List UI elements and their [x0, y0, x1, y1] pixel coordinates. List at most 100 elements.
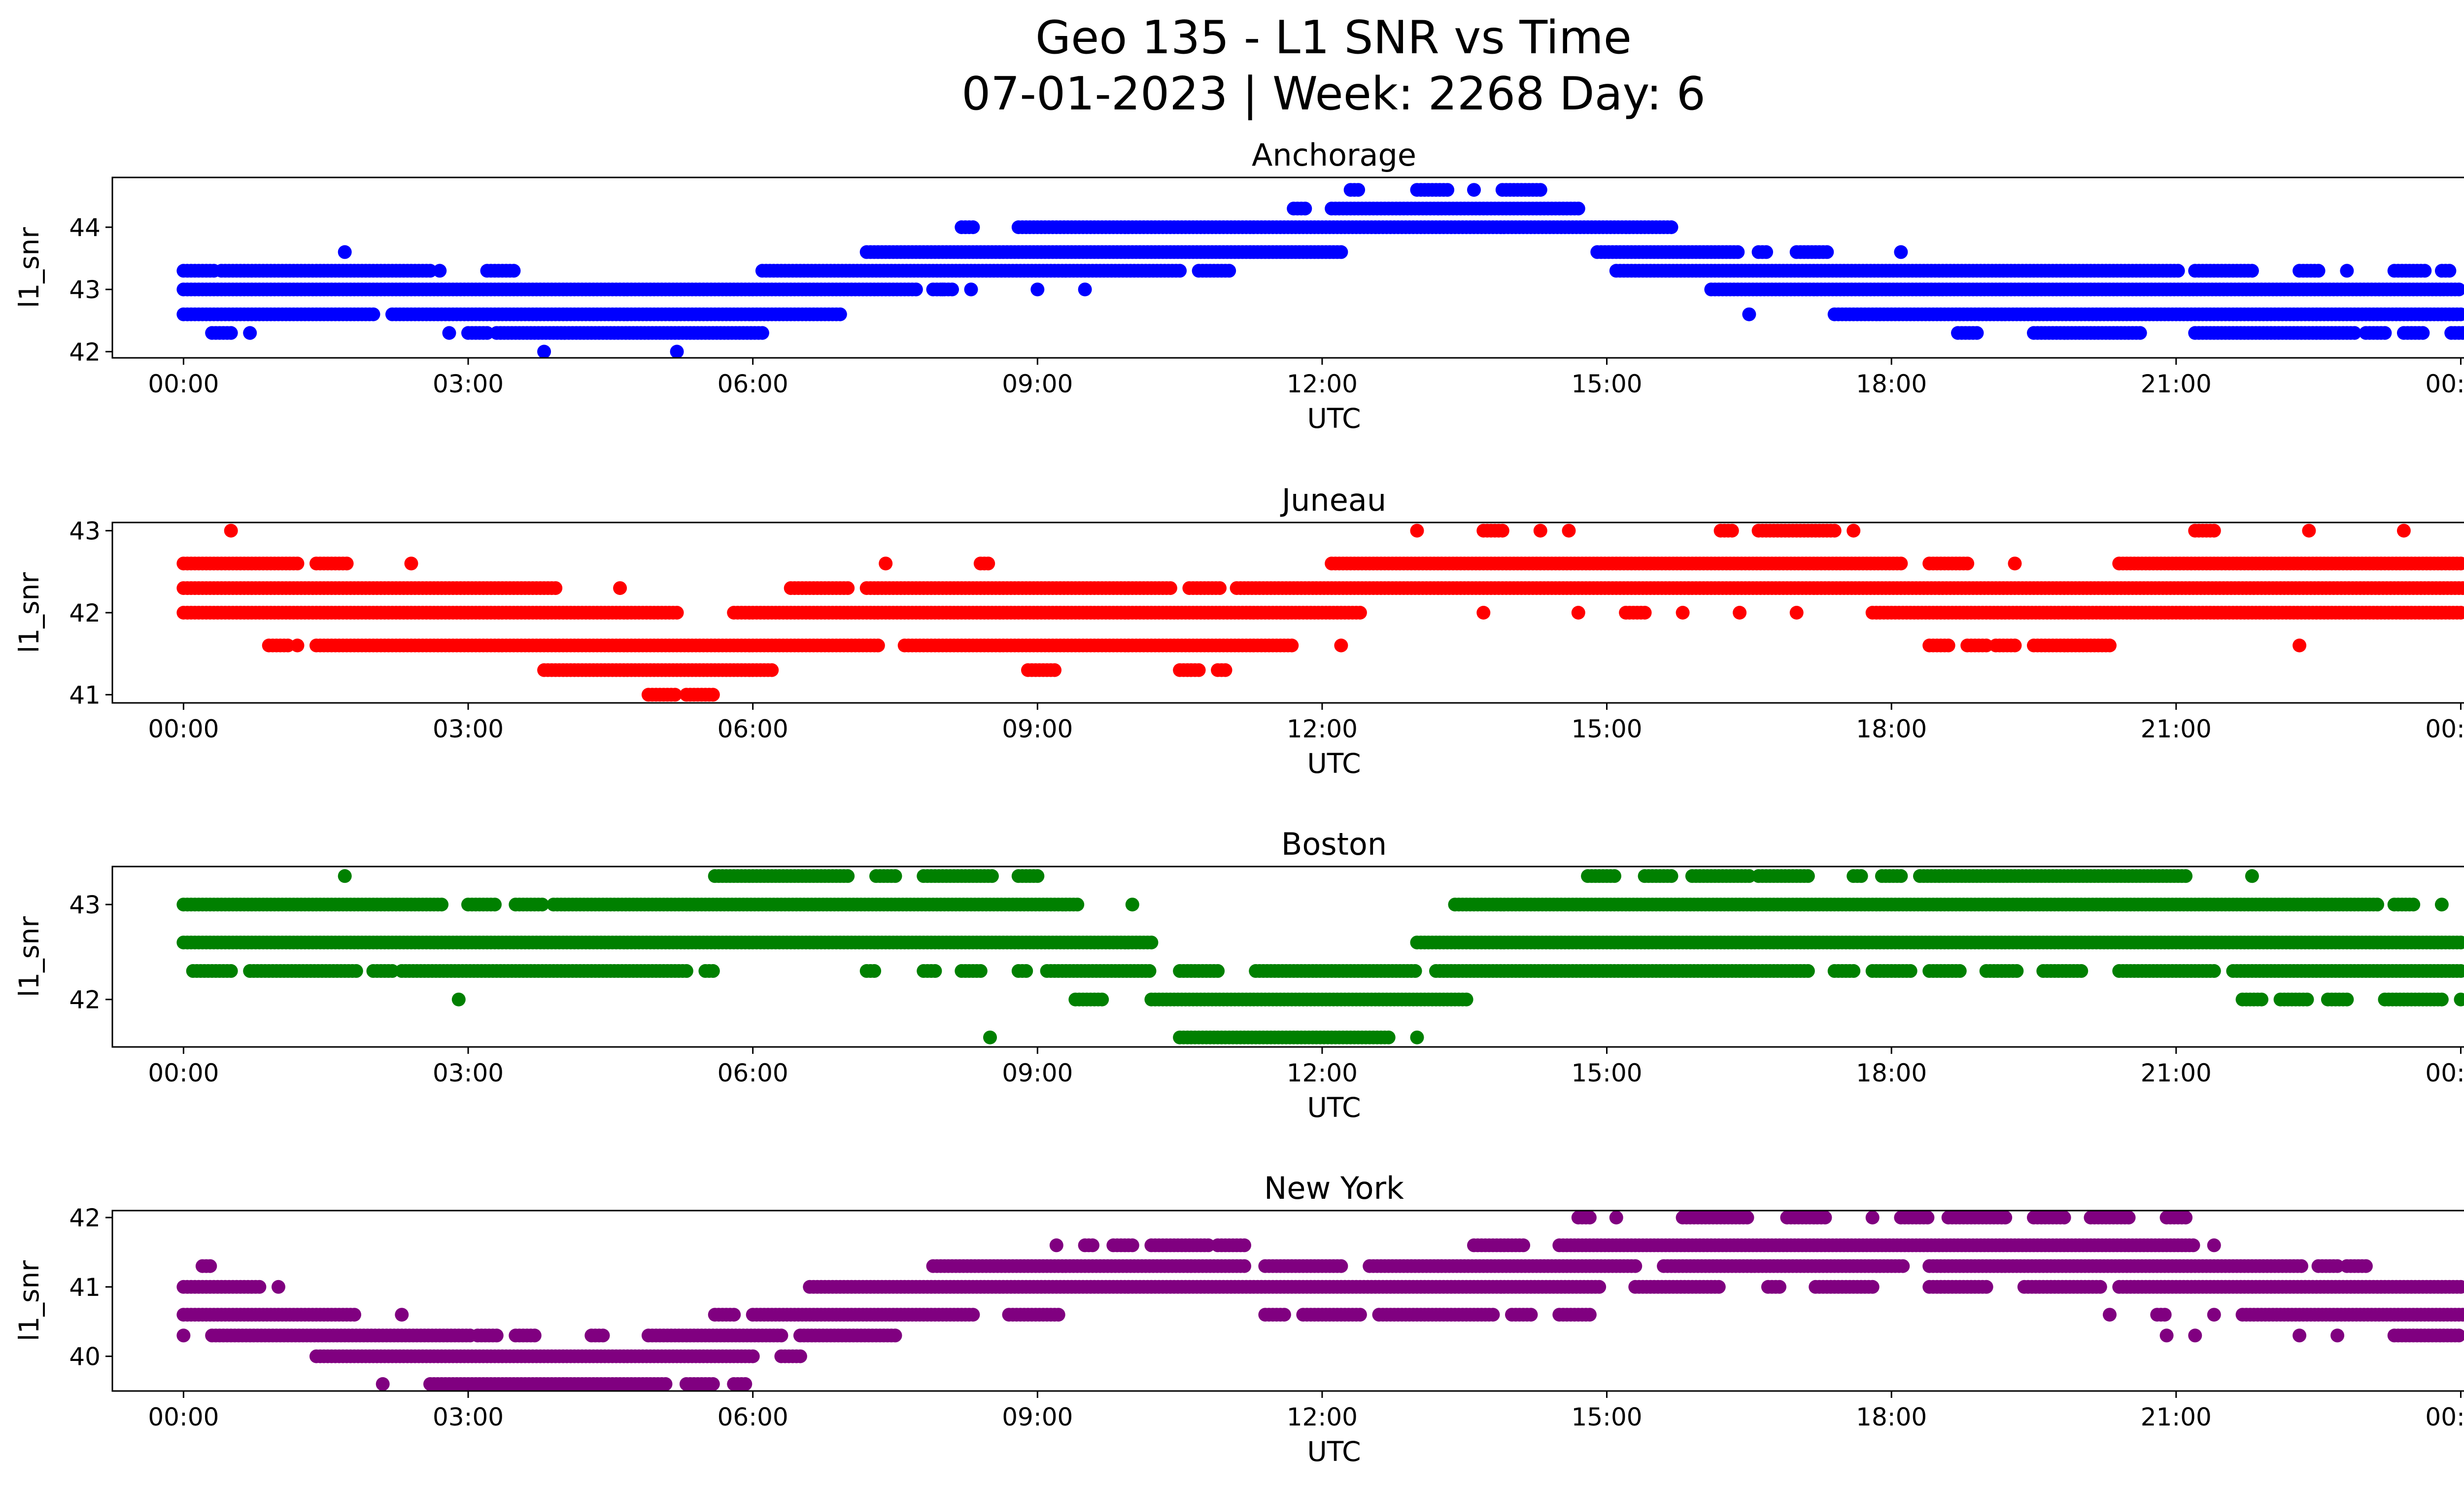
data-point	[224, 523, 238, 538]
data-point	[833, 307, 847, 321]
data-point	[2460, 326, 2464, 340]
data-point	[879, 556, 893, 571]
data-point	[1211, 964, 1225, 978]
data-point	[1351, 183, 1366, 197]
x-tick-label: 03:00	[433, 370, 504, 398]
data-point	[1941, 638, 1955, 653]
data-point	[765, 663, 779, 677]
data-point	[1218, 663, 1232, 677]
data-point	[2442, 264, 2457, 278]
data-point	[1048, 663, 1061, 677]
x-tick-label: 18:00	[1856, 370, 1927, 398]
data-point	[2396, 523, 2411, 538]
data-point	[1638, 606, 1652, 620]
data-point	[2255, 992, 2269, 1007]
subplot-juneau: 00:00 03:00 06:00 09:00 12:00 15:00 18:00 21:00…	[13, 482, 2464, 779]
data-point	[366, 307, 380, 321]
data-point	[2302, 523, 2316, 538]
data-point	[1144, 936, 1159, 950]
scatter-points	[176, 523, 2464, 702]
data-point	[966, 220, 980, 234]
data-point	[1030, 282, 1045, 297]
data-point	[1533, 183, 1547, 197]
data-point	[1664, 220, 1678, 234]
y-tick-label: 44	[69, 213, 101, 242]
data-point	[2456, 581, 2464, 595]
data-point	[1970, 326, 1984, 340]
x-axis-label: UTC	[1307, 748, 1361, 779]
data-point	[2416, 326, 2430, 340]
data-point	[679, 964, 693, 978]
data-point	[1847, 964, 1861, 978]
data-point	[1078, 282, 1092, 297]
data-point	[2311, 264, 2326, 278]
data-point	[909, 282, 923, 297]
subplot-anchorage: 00:00 03:00 06:00 09:00 12:00 15:00 18:00 21:00…	[13, 137, 2464, 434]
data-point	[2074, 964, 2088, 978]
data-point	[2008, 638, 2022, 653]
data-point	[706, 964, 720, 978]
data-point	[706, 688, 720, 702]
x-tick-label: 09:00	[1002, 715, 1073, 743]
data-point	[349, 964, 363, 978]
data-point	[1725, 523, 1739, 538]
data-point	[1894, 556, 1908, 571]
data-point	[537, 345, 551, 358]
data-point	[1440, 183, 1455, 197]
data-point	[1298, 202, 1312, 216]
data-point	[2340, 992, 2354, 1007]
data-point	[613, 581, 627, 595]
data-point	[243, 326, 257, 340]
data-point	[385, 964, 399, 978]
data-point	[964, 282, 978, 297]
x-tick-label: 12:00	[1287, 715, 1358, 743]
data-point	[1847, 523, 1861, 538]
data-point	[224, 326, 238, 340]
x-tick-label: 00:00	[2425, 370, 2464, 398]
x-tick-label: 15:00	[1572, 715, 1643, 743]
data-point	[2452, 282, 2464, 297]
data-point	[1163, 581, 1177, 595]
data-point	[2008, 556, 2022, 571]
subplot-boston: 00:00 03:00 06:00 09:00 12:00 15:00 18:00 21:00…	[13, 826, 2464, 1123]
data-point	[2454, 556, 2464, 571]
x-tick-label: 03:00	[433, 715, 504, 743]
data-point	[1173, 264, 1187, 278]
x-tick-label: 18:00	[1856, 715, 1927, 743]
data-point	[451, 992, 466, 1007]
data-point	[983, 1030, 997, 1044]
data-point	[2378, 326, 2392, 340]
data-point	[1070, 898, 1085, 912]
data-point	[928, 964, 942, 978]
data-point	[1334, 245, 1348, 259]
data-point	[2171, 264, 2185, 278]
x-tick-label: 00:00	[148, 370, 219, 398]
data-point	[871, 638, 885, 653]
data-point	[1467, 183, 1481, 197]
data-point	[981, 556, 995, 571]
x-tick-label: 15:00	[1572, 370, 1643, 398]
x-tick-label: 12:00	[1287, 370, 1358, 398]
data-point	[1789, 606, 1804, 620]
data-point	[2347, 326, 2361, 340]
data-point	[433, 264, 447, 278]
data-point	[1733, 606, 1747, 620]
figure-title-line2: 07-01-2023 | Week: 2268 Day: 6	[961, 67, 1706, 120]
data-point	[290, 638, 305, 653]
data-point	[1019, 964, 1033, 978]
data-point	[1533, 523, 1547, 538]
y-axis-label: l1_snr	[13, 227, 45, 308]
x-axis-label: UTC	[1307, 403, 1361, 434]
data-point	[535, 898, 549, 912]
data-point	[935, 282, 950, 297]
data-point	[2300, 992, 2314, 1007]
data-point	[2454, 606, 2464, 620]
data-point	[1410, 1030, 1424, 1044]
data-point	[1285, 638, 1299, 653]
y-tick-label: 43	[69, 517, 101, 546]
data-point	[1979, 638, 1993, 653]
data-point	[1459, 992, 1473, 1007]
